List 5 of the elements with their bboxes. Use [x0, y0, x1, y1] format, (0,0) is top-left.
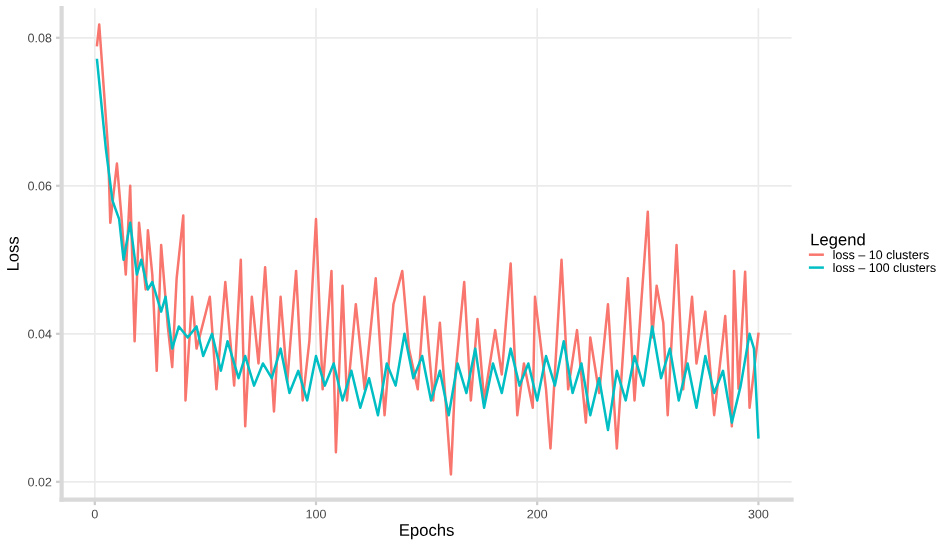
x-axis-title: Epochs	[400, 523, 454, 540]
y-axis-title: Loss	[7, 236, 19, 271]
line-series	[95, 23, 760, 476]
legend-title: Legend	[811, 233, 865, 249]
line-series	[95, 58, 760, 439]
